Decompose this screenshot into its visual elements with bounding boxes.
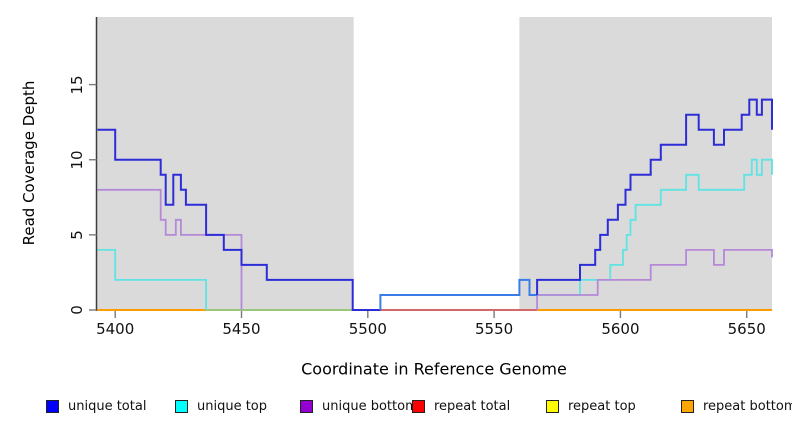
series-line-unique-bottom-right <box>536 249 773 310</box>
repeat-region-white-band <box>353 17 520 310</box>
x-tick-label: 5650 <box>727 320 766 338</box>
y-tick-label: 5 <box>68 230 86 240</box>
x-tick-label: 5450 <box>222 320 261 338</box>
legend-swatch-unique-total <box>46 399 59 413</box>
series-line-unique-total-cyan-overlap <box>379 278 538 310</box>
legend-label: unique bottom <box>322 398 418 414</box>
legend-label: repeat top <box>568 398 636 414</box>
legend-item-unique-top: unique top <box>175 397 267 415</box>
y-tick-label: 10 <box>68 150 86 170</box>
legend-label: unique top <box>197 398 268 414</box>
legend-swatch-repeat-top <box>546 399 559 413</box>
legend-label: repeat total <box>434 398 511 414</box>
y-tick-label: 0 <box>68 305 86 315</box>
legend-item-unique-total: unique total <box>46 397 146 415</box>
series-line-unique-total-left <box>97 128 381 311</box>
x-tick-label: 5500 <box>348 320 387 338</box>
legend-swatch-repeat-bottom <box>681 399 694 413</box>
legend-swatch-unique-top <box>175 399 188 413</box>
x-tick-label: 5400 <box>96 320 135 338</box>
legend-swatch-unique-bottom <box>300 399 313 413</box>
y-axis-title: Read Coverage Depth <box>20 80 38 246</box>
legend-item-unique-bottom: unique bottom <box>300 397 418 415</box>
legend-item-repeat-total: repeat total <box>412 397 510 415</box>
series-line-unique-bottom-left <box>97 188 243 310</box>
y-tick-label: 15 <box>68 75 86 95</box>
legend-item-repeat-bottom: repeat bottom <box>681 397 792 415</box>
x-tick-label: 5600 <box>601 320 640 338</box>
series-line-unique-total-right <box>536 98 773 295</box>
x-tick-label: 5550 <box>475 320 514 338</box>
legend-swatch-repeat-total <box>412 399 425 413</box>
legend-item-repeat-top: repeat top <box>546 397 636 415</box>
series-line-unique-top-left <box>97 249 207 310</box>
legend-label: unique total <box>68 398 147 414</box>
x-axis-title: Coordinate in Reference Genome <box>301 359 567 379</box>
legend-label: repeat bottom <box>703 398 792 414</box>
